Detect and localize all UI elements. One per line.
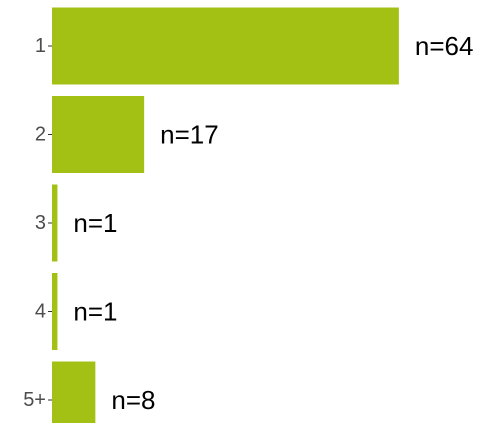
y-tick-label-4: 4 (35, 301, 46, 323)
data-label-2: n=17 (160, 120, 219, 150)
y-tick-label-5+: 5+ (23, 389, 46, 411)
data-label-3: n=1 (73, 208, 117, 238)
bar-2 (52, 96, 145, 173)
bar-5+ (52, 361, 96, 423)
plot-area: 1 n=64 2 n=17 3 n=1 4 n=1 5+ n=8 (23, 7, 474, 423)
bar-3 (52, 184, 58, 262)
data-label-1: n=64 (415, 31, 474, 61)
y-tick-label-2: 2 (35, 124, 46, 146)
data-label-5+: n=8 (111, 385, 155, 415)
bar-1 (52, 7, 399, 85)
y-tick-label-1: 1 (35, 35, 46, 57)
y-tick-label-3: 3 (35, 212, 46, 234)
bar-4 (52, 273, 58, 350)
data-label-4: n=1 (73, 297, 117, 327)
